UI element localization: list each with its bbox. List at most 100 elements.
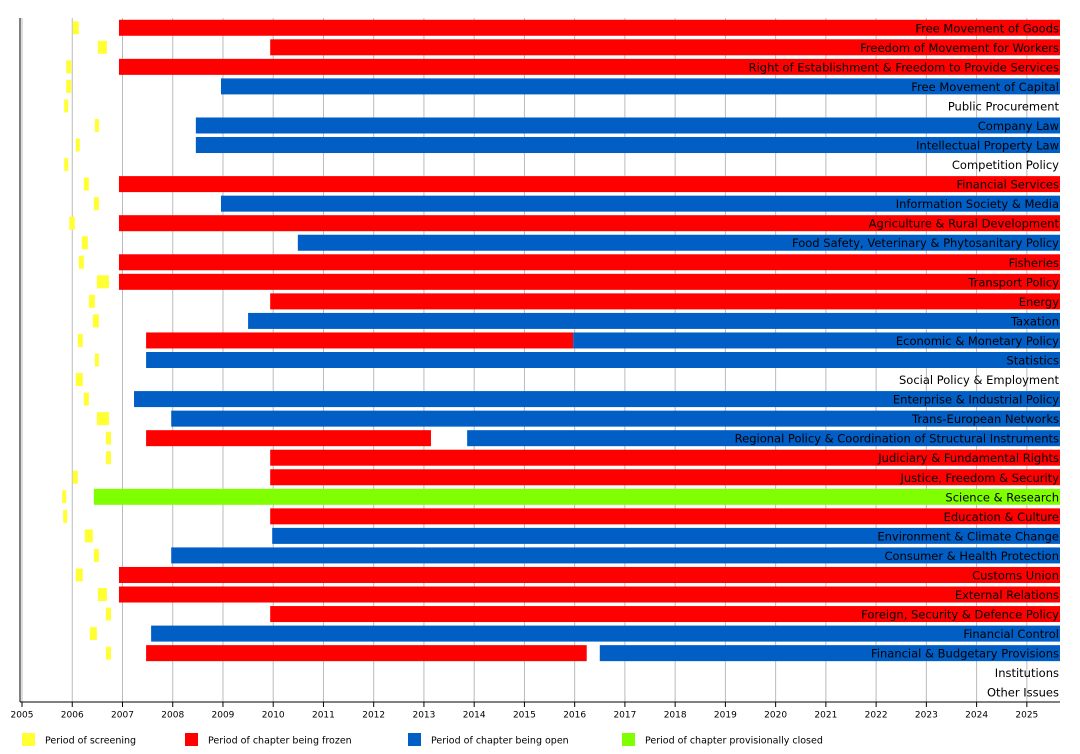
legend-swatch <box>622 733 635 746</box>
status-bar <box>151 625 1061 642</box>
row-label: Fisheries <box>1009 256 1059 270</box>
status-bar <box>134 391 1061 408</box>
x-tick-label: 2009 <box>212 711 235 721</box>
legend-label: Period of chapter being open <box>431 736 569 747</box>
status-bar <box>118 19 1060 36</box>
status-bar <box>93 488 1061 505</box>
row-label: Institutions <box>995 666 1059 680</box>
row-label: Financial Control <box>963 627 1059 641</box>
status-bar <box>146 352 1060 368</box>
legend-label: Period of screening <box>45 736 136 747</box>
screening-bar <box>72 21 79 35</box>
row-label: Free Movement of Goods <box>915 21 1059 35</box>
status-bar <box>220 78 1060 95</box>
status-bar <box>467 430 1060 447</box>
status-bar <box>118 58 1060 75</box>
x-tick-label: 2022 <box>865 711 888 721</box>
row-label: Free Movement of Capital <box>911 80 1059 94</box>
x-tick-label: 2018 <box>664 711 687 721</box>
x-tick-label: 2017 <box>613 711 636 721</box>
row-label: Food Safety, Veterinary & Phytosanitary … <box>792 236 1059 250</box>
screening-bar <box>75 373 83 387</box>
row-label: Right of Establishment & Freedom to Prov… <box>749 60 1059 74</box>
status-bar <box>118 215 1060 232</box>
status-bar <box>146 430 431 447</box>
status-bar <box>146 332 574 349</box>
screening-bar <box>96 275 109 289</box>
screening-bar <box>64 99 69 113</box>
screening-bar <box>84 529 93 543</box>
status-bar <box>118 254 1060 271</box>
row-label: External Relations <box>955 588 1059 602</box>
screening-bar <box>105 646 111 660</box>
screening-bar <box>66 79 72 93</box>
x-tick-label: 2025 <box>1015 711 1038 721</box>
x-tick-label: 2024 <box>965 711 988 721</box>
status-bar <box>270 606 1060 623</box>
row-label: Financial Services <box>956 178 1059 192</box>
x-tick-label: 2007 <box>111 711 134 721</box>
status-bar <box>270 293 1060 310</box>
status-bar <box>573 332 1060 349</box>
status-bar <box>195 117 1060 134</box>
row-label: Social Policy & Employment <box>899 373 1059 387</box>
legend-swatch <box>408 733 421 746</box>
screening-bar <box>88 294 95 308</box>
x-tick-label: 2016 <box>563 711 586 721</box>
screening-bar <box>78 255 84 269</box>
screening-bar <box>97 588 107 602</box>
screening-bar <box>81 236 88 250</box>
screening-bar <box>94 118 99 132</box>
row-label: Public Procurement <box>948 99 1060 113</box>
row-label: Taxation <box>1010 314 1059 328</box>
row-label: Consumer & Health Protection <box>884 549 1059 563</box>
status-bar <box>195 137 1060 154</box>
row-label: Other Issues <box>987 686 1059 700</box>
row-label: Economic & Monetary Policy <box>896 334 1059 348</box>
x-tick-label: 2006 <box>61 711 84 721</box>
status-bar <box>297 234 1061 251</box>
status-bar <box>270 469 1060 486</box>
row-label: Environment & Climate Change <box>877 529 1059 543</box>
screening-bar <box>97 40 107 54</box>
x-tick-label: 2019 <box>714 711 737 721</box>
screening-bar <box>96 412 109 426</box>
x-tick-label: 2023 <box>915 711 938 721</box>
row-label: Information Society & Media <box>896 197 1059 211</box>
row-label: Statistics <box>1006 354 1059 368</box>
screening-bar <box>72 470 78 484</box>
screening-bar <box>105 451 111 465</box>
screening-bar <box>62 490 67 504</box>
row-label: Agriculture & Rural Development <box>869 217 1060 231</box>
row-label: Foreign, Security & Defence Policy <box>861 608 1059 622</box>
status-bar <box>118 176 1060 193</box>
screening-bar <box>92 314 99 328</box>
status-bar <box>270 508 1060 525</box>
screening-bar <box>75 568 83 582</box>
x-tick-label: 2011 <box>312 711 335 721</box>
status-bar <box>118 586 1060 603</box>
row-label: Freedom of Movement for Workers <box>860 41 1059 55</box>
screening-bar <box>89 627 97 641</box>
row-label: Intellectual Property Law <box>916 139 1059 153</box>
screening-bar <box>77 333 83 347</box>
row-label: Financial & Budgetary Provisions <box>871 647 1059 661</box>
screening-bar <box>83 392 89 406</box>
x-tick-label: 2008 <box>161 711 184 721</box>
screening-bar <box>93 197 99 211</box>
screening-bar <box>63 509 68 523</box>
row-label: Justice, Freedom & Security <box>899 471 1059 485</box>
x-tick-label: 2020 <box>764 711 787 721</box>
x-tick-label: 2014 <box>463 711 486 721</box>
status-bar <box>118 273 1060 290</box>
legend-label: Period of chapter being frozen <box>208 736 352 747</box>
legend-swatch <box>185 733 198 746</box>
x-tick-label: 2012 <box>362 711 385 721</box>
x-tick-label: 2015 <box>513 711 536 721</box>
status-bar <box>270 449 1060 466</box>
screening-bar <box>69 216 75 230</box>
row-label: Regional Policy & Coordination of Struct… <box>735 432 1059 446</box>
row-label: Trans-European Networks <box>911 412 1059 426</box>
x-tick-label: 2021 <box>814 711 837 721</box>
legend-label: Period of chapter provisionally closed <box>645 736 823 747</box>
